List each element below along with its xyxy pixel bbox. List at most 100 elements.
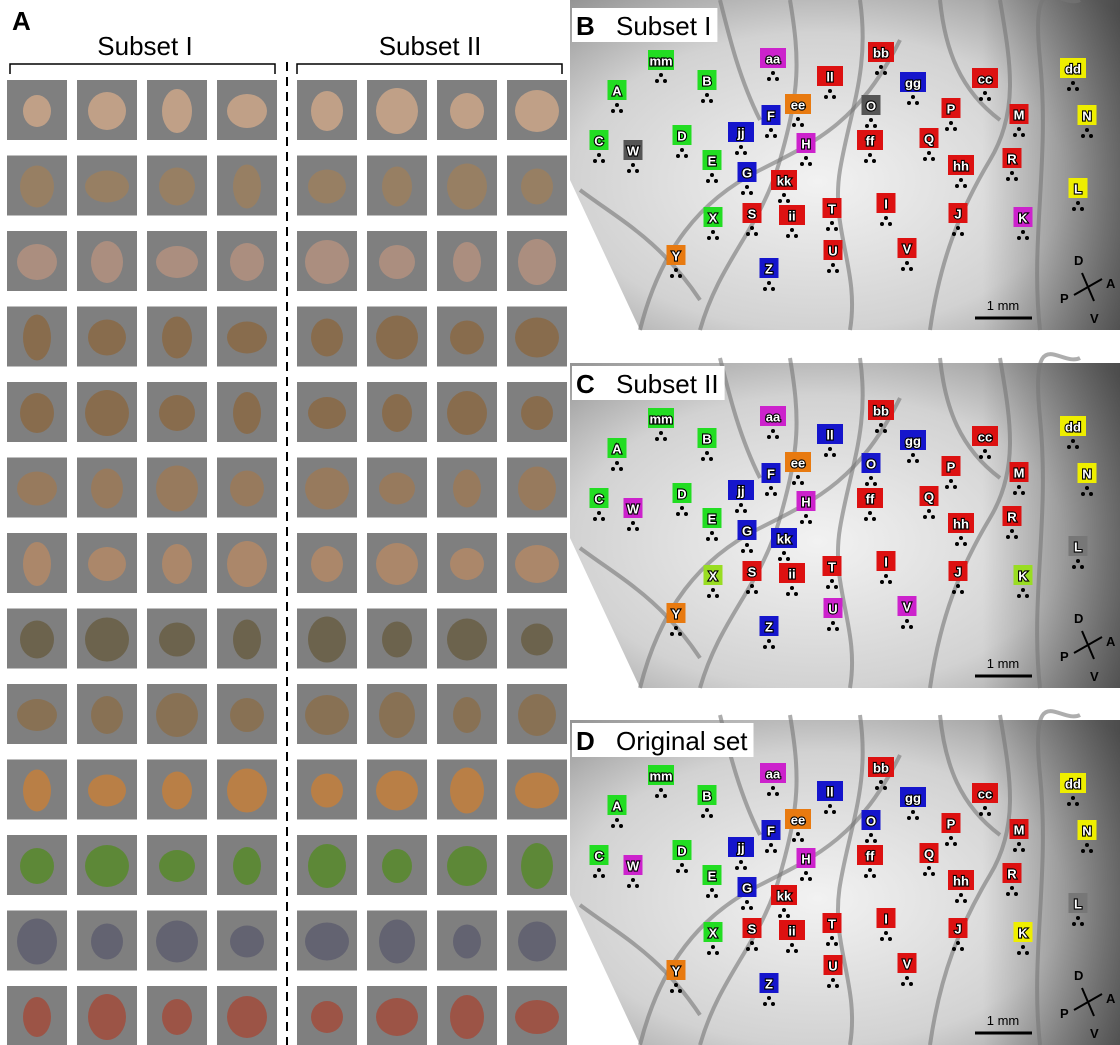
stimulus-object: [376, 316, 418, 360]
electrode-dot: [659, 431, 663, 435]
stimulus-object: [518, 694, 556, 736]
electrode-dot: [778, 557, 782, 561]
electrode-dot: [615, 103, 619, 107]
stimulus-object: [308, 617, 346, 663]
electrode-dot: [707, 951, 711, 955]
site-label: Q: [924, 132, 934, 147]
electrode-dot: [873, 482, 877, 486]
electrode-dot: [953, 485, 957, 489]
electrode-dot: [888, 580, 892, 584]
stimulus-object: [91, 924, 123, 960]
electrode-dot: [754, 232, 758, 236]
stimulus-object: [311, 1001, 343, 1033]
electrode-dot: [709, 457, 713, 461]
electrode-dot: [771, 287, 775, 291]
electrode-dot: [828, 804, 832, 808]
electrode-dot: [1014, 892, 1018, 896]
electrode-dot: [706, 537, 710, 541]
electrode-dot: [659, 788, 663, 792]
electrode-dot: [808, 162, 812, 166]
electrode-dot: [835, 984, 839, 988]
electrode-dot: [1085, 128, 1089, 132]
site-label: ee: [791, 813, 805, 828]
electrode-dot: [1017, 236, 1021, 240]
site-label: aa: [766, 767, 781, 782]
stimulus-object: [156, 246, 198, 278]
compass-label: A: [1106, 276, 1116, 291]
stimulus-object: [311, 546, 343, 582]
electrode-dot: [1010, 529, 1014, 533]
electrode-dot: [706, 894, 710, 898]
site-label: mm: [649, 769, 672, 784]
electrode-dot: [1021, 491, 1025, 495]
electrode-dot: [773, 849, 777, 853]
electrode-dot: [771, 1002, 775, 1006]
site-label: ff: [866, 492, 875, 507]
electrode-dot: [1006, 892, 1010, 896]
electrode-dot: [709, 814, 713, 818]
site-label: K: [1018, 926, 1028, 941]
site-label: N: [1082, 467, 1091, 482]
electrode-dot: [775, 77, 779, 81]
site-label: N: [1082, 109, 1091, 124]
site-label: P: [947, 460, 956, 475]
site-label: jj: [736, 841, 744, 856]
electrode-dot: [739, 503, 743, 507]
electrode-dot: [909, 982, 913, 986]
electrode-dot: [735, 866, 739, 870]
electrode-dot: [880, 580, 884, 584]
site-label: T: [828, 560, 836, 575]
stimulus-object: [20, 393, 54, 433]
stimulus-object: [376, 998, 418, 1036]
electrode-dot: [705, 93, 709, 97]
electrode-dot: [769, 843, 773, 847]
site-label: R: [1007, 510, 1017, 525]
electrode-dot: [959, 893, 963, 897]
electrode-dot: [959, 178, 963, 182]
electrode-dot: [710, 888, 714, 892]
stimulus-object: [515, 545, 559, 583]
electrode-dot: [911, 453, 915, 457]
electrode-dot: [773, 134, 777, 138]
site-label: dd: [1065, 420, 1081, 435]
electrode-dot: [601, 159, 605, 163]
stimulus-object: [305, 923, 349, 961]
electrode-dot: [915, 459, 919, 463]
stimulus-object: [17, 244, 57, 280]
compass-label: A: [1106, 991, 1116, 1006]
site-label: X: [709, 211, 718, 226]
electrode-dot: [786, 557, 790, 561]
electrode-dot: [808, 877, 812, 881]
stimulus-object: [227, 996, 267, 1038]
stimulus-object: [450, 548, 484, 580]
electrode-dot: [824, 95, 828, 99]
electrode-dot: [987, 455, 991, 459]
electrode-dot: [1089, 849, 1093, 853]
site-label: dd: [1065, 777, 1081, 792]
electrode-dot: [1021, 945, 1025, 949]
electrode-dot: [705, 808, 709, 812]
electrode-dot: [773, 492, 777, 496]
electrode-dot: [763, 287, 767, 291]
electrode-dot: [1010, 171, 1014, 175]
site-label: V: [903, 600, 912, 615]
electrode-dot: [827, 984, 831, 988]
electrode-dot: [931, 515, 935, 519]
electrode-dot: [1025, 236, 1029, 240]
maps: BSubset IABCDEFGHIJKLMNOPQRSTUVWXYZaabbc…: [570, 0, 1120, 1045]
site-label: Z: [765, 977, 773, 992]
electrode-dot: [767, 639, 771, 643]
panel-title: Subset I: [616, 11, 711, 41]
compass-label: P: [1060, 291, 1069, 306]
electrode-dot: [1081, 492, 1085, 496]
electrode-dot: [909, 625, 913, 629]
electrode-dot: [901, 982, 905, 986]
site-label: jj: [736, 126, 744, 141]
electrode-dot: [953, 127, 957, 131]
site-label: bb: [873, 46, 889, 61]
subset-heading: Subset I: [97, 31, 192, 61]
electrode-dot: [1075, 802, 1079, 806]
stimulus-object: [159, 395, 195, 431]
electrode-dot: [804, 156, 808, 160]
electrode-dot: [706, 179, 710, 183]
